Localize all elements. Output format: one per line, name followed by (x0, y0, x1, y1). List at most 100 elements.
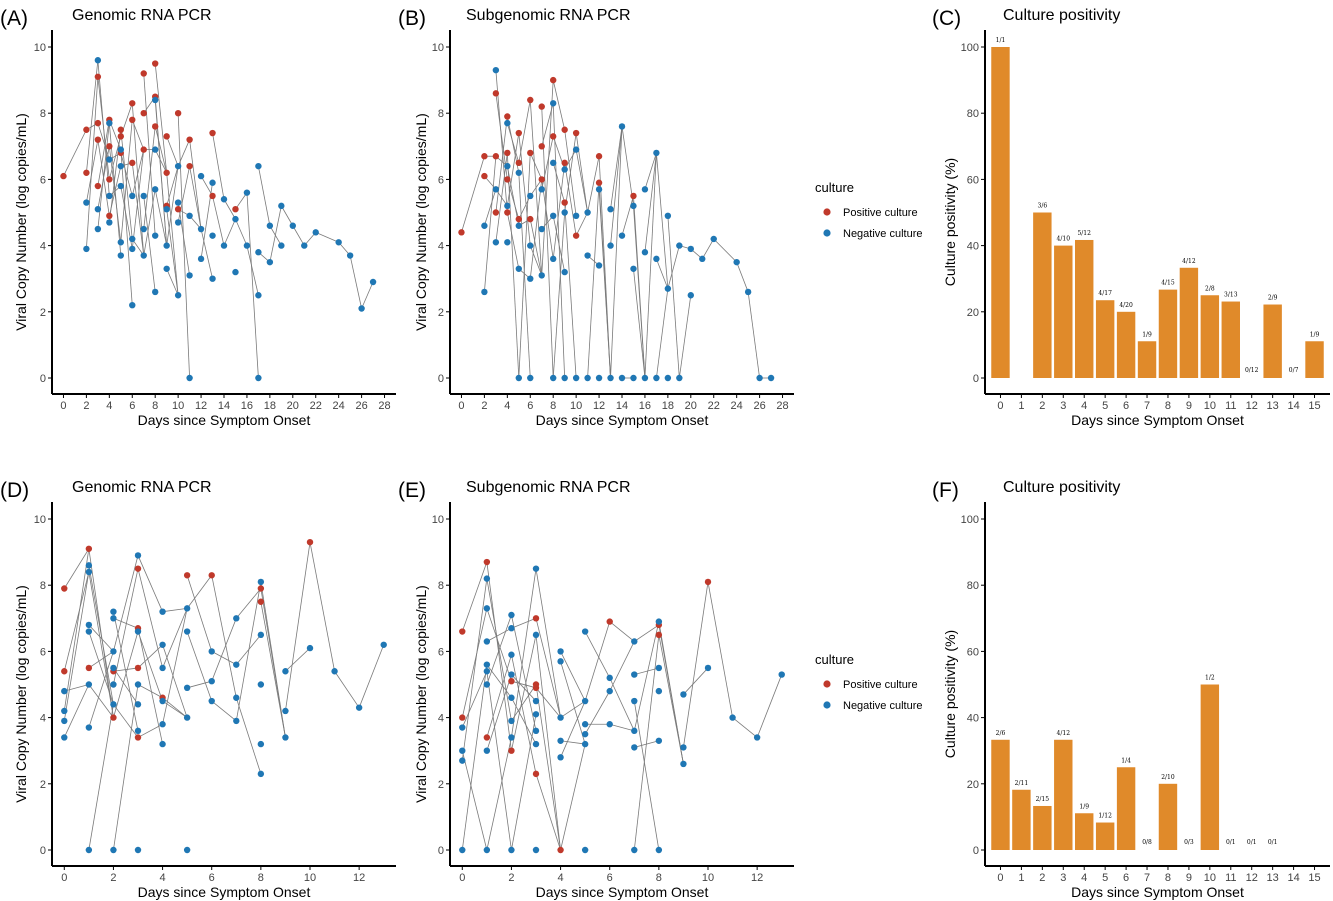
x-tick-label-E: 4 (558, 872, 564, 884)
point-positive (561, 126, 568, 133)
connector-line (584, 631, 611, 679)
x-tick-label-F: 10 (1204, 872, 1216, 884)
legend-title: culture (815, 180, 854, 195)
connector-line (162, 608, 188, 725)
x-axis-title-B: Days since Symptom Onset (536, 412, 709, 428)
connector-line (63, 571, 90, 672)
point-positive (515, 129, 522, 137)
connector-line (235, 192, 248, 210)
connector-line (143, 126, 156, 230)
point-negative (85, 568, 93, 576)
x-tick-label-B: 0 (458, 400, 464, 412)
y-axis-title-F: Culture positivity (%) (942, 630, 958, 758)
point-negative (209, 275, 216, 282)
connector-line (88, 631, 114, 705)
point-negative (243, 242, 251, 249)
x-tick-label-A: 18 (264, 400, 276, 412)
point-positive (129, 100, 136, 107)
connector-line (177, 139, 190, 167)
point-negative (233, 661, 240, 668)
bar-label: 0/1 (1226, 839, 1236, 846)
panel-C: (C) Culture positivity Days since Symptom … (932, 7, 1330, 428)
point-positive (186, 162, 193, 170)
point-negative (174, 219, 182, 226)
connector-line (560, 740, 586, 745)
y-tick-label-C: 60 (967, 174, 979, 186)
point-negative (140, 252, 147, 259)
point-positive (572, 129, 580, 137)
point-positive (655, 631, 663, 639)
point-negative (753, 734, 761, 741)
point-negative (676, 242, 683, 249)
point-negative (607, 205, 614, 213)
point-negative (710, 235, 717, 243)
point-negative (581, 721, 589, 728)
point-positive (538, 143, 545, 150)
x-axis-title-F: Days since Symptom Onset (1071, 884, 1244, 900)
point-positive (630, 192, 637, 200)
x-tick-label-F: 5 (1102, 872, 1108, 884)
x-tick-label-C: 12 (1246, 400, 1258, 412)
connector-line (166, 136, 179, 167)
y-tick-label-C: 0 (973, 373, 979, 385)
connector-line (64, 684, 89, 692)
connector-line (644, 152, 657, 379)
point-negative (134, 628, 142, 635)
connector-line (108, 146, 122, 243)
y-tick-label-F: 100 (961, 514, 979, 526)
point-positive (129, 159, 136, 167)
connector-line (63, 571, 90, 721)
connector-line (609, 723, 635, 732)
point-negative (335, 239, 342, 246)
point-negative (606, 687, 613, 695)
point-negative (481, 222, 488, 229)
point-negative (129, 192, 136, 200)
bar-F-day-6 (1116, 767, 1136, 850)
point-positive (61, 668, 68, 675)
point-positive (186, 136, 193, 143)
connector-line (334, 671, 360, 708)
point-negative (110, 615, 117, 622)
legend-negative-swatch (823, 701, 831, 709)
x-tick-label-C: 9 (1186, 400, 1192, 412)
connector-line (137, 631, 163, 702)
point-negative (664, 374, 672, 382)
bar-label: 0/7 (1289, 367, 1299, 374)
point-negative (607, 242, 614, 249)
point-negative (631, 727, 638, 735)
point-negative (606, 721, 613, 728)
connector-line (113, 568, 139, 685)
point-positive (483, 734, 491, 741)
connector-line (137, 644, 163, 669)
point-negative (266, 222, 274, 229)
point-positive (557, 846, 564, 854)
connector-line (63, 548, 90, 589)
point-negative (767, 374, 775, 382)
y-tick-label-E: 4 (438, 713, 444, 725)
point-positive (257, 585, 265, 592)
connector-line (511, 654, 537, 774)
bar-label: 0/12 (1245, 367, 1259, 374)
point-negative (306, 644, 314, 652)
connector-line (564, 149, 577, 170)
point-negative (183, 684, 191, 692)
connector-line (610, 126, 623, 379)
connector-line (511, 634, 537, 751)
point-negative (257, 578, 265, 586)
point-positive (606, 618, 613, 625)
x-tick-label-B: 14 (616, 400, 628, 412)
legend-title: culture (815, 652, 854, 667)
connector-line (541, 179, 554, 259)
connector-line (610, 126, 623, 210)
x-tick-label-F: 13 (1267, 872, 1279, 884)
point-negative (483, 747, 491, 754)
point-negative (174, 292, 182, 299)
connector-line (535, 634, 561, 851)
point-negative (527, 242, 534, 249)
point-negative (301, 242, 308, 249)
point-negative (508, 694, 515, 701)
point-negative (515, 374, 522, 382)
y-axis-title-C: Culture positivity (%) (942, 158, 958, 286)
x-tick-label-D: 8 (258, 872, 264, 884)
point-negative (508, 734, 515, 741)
